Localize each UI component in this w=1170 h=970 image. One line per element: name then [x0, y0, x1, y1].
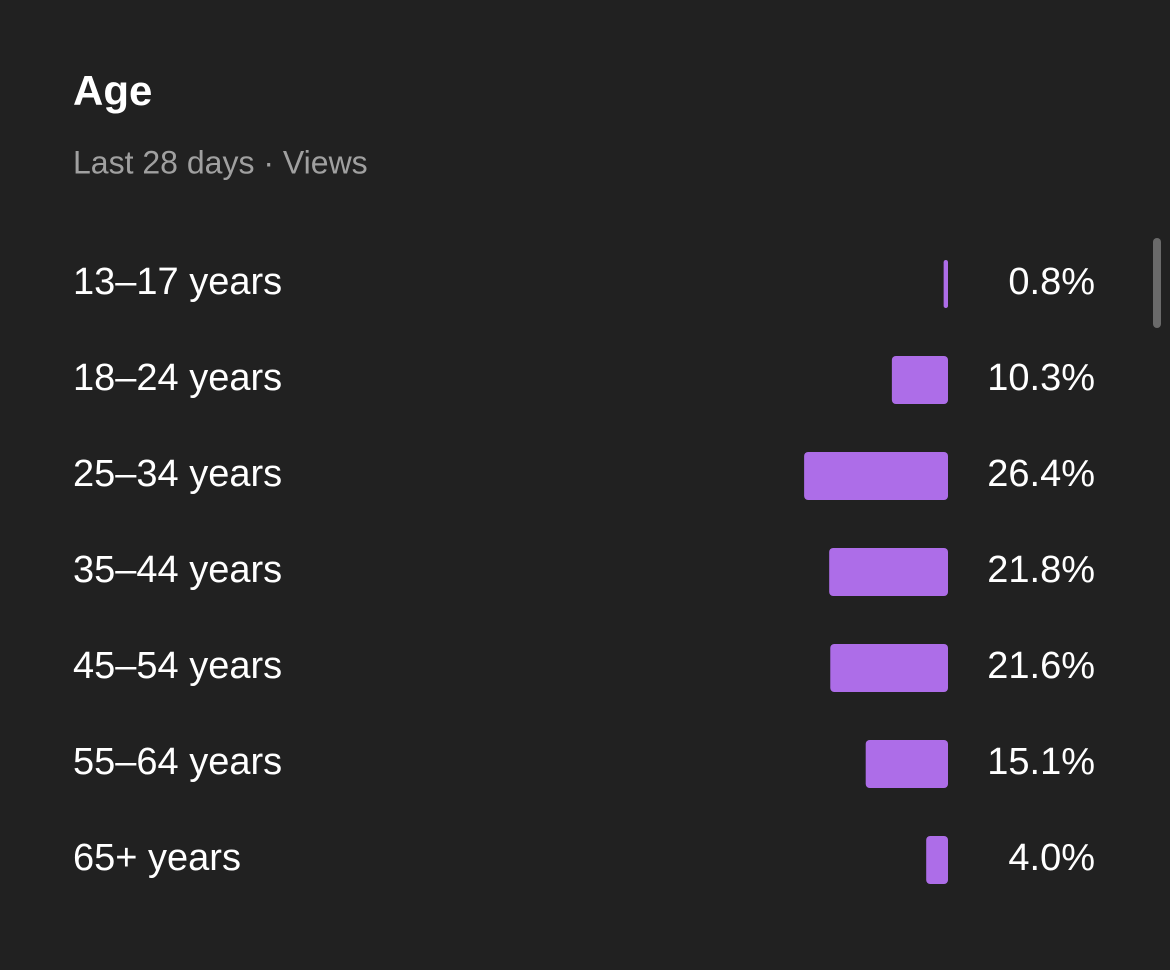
scrollbar[interactable]: [1153, 238, 1161, 328]
value-label: 15.1%: [987, 741, 1095, 783]
bar: [830, 644, 948, 692]
category-label: 55–64 years: [73, 741, 282, 783]
card-subtitle: Last 28 days · Views: [73, 144, 368, 180]
bar: [891, 356, 948, 404]
category-label: 18–24 years: [73, 357, 282, 399]
category-label: 25–34 years: [73, 453, 282, 495]
value-label: 0.8%: [1008, 261, 1095, 303]
category-label: 35–44 years: [73, 549, 282, 591]
value-label: 10.3%: [987, 357, 1095, 399]
value-label: 26.4%: [987, 453, 1095, 495]
category-label: 65+ years: [73, 837, 241, 879]
category-label: 13–17 years: [73, 261, 282, 303]
bar: [865, 740, 948, 788]
bar: [926, 836, 948, 884]
bar: [804, 452, 948, 500]
value-label: 21.6%: [987, 645, 1095, 687]
bar: [829, 548, 948, 596]
card-title: Age: [73, 67, 152, 114]
bar: [943, 260, 948, 308]
category-label: 45–54 years: [73, 645, 282, 687]
value-label: 4.0%: [1008, 837, 1095, 879]
value-label: 21.8%: [987, 549, 1095, 591]
